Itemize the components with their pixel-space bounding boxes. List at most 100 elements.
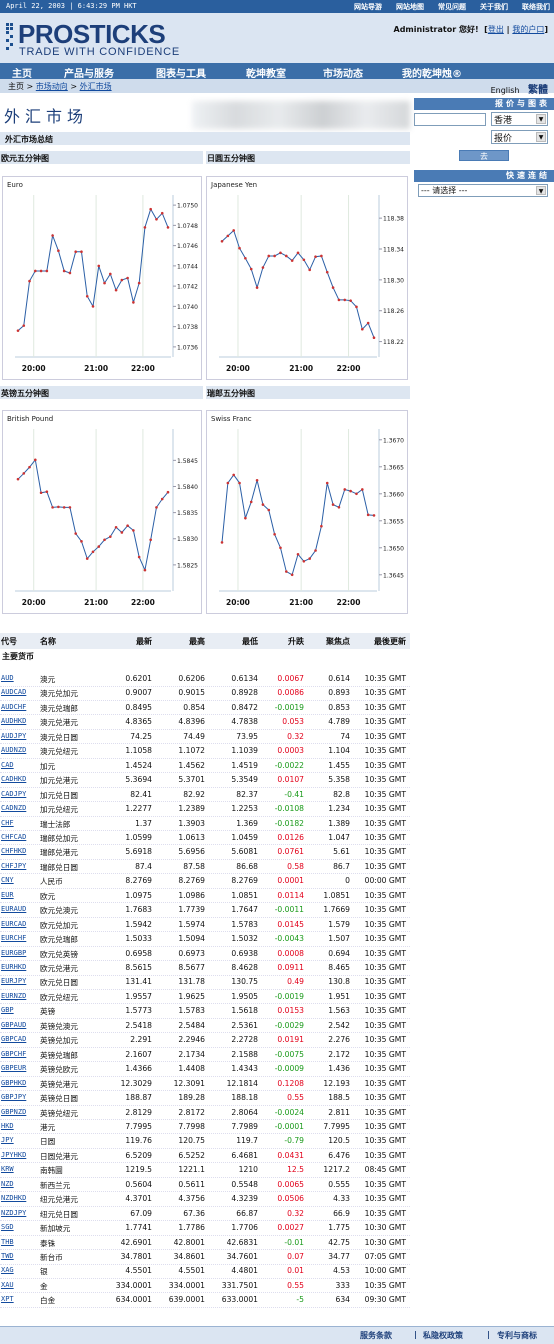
my-account-link[interactable]: 我的户口: [512, 25, 545, 34]
symbol-link[interactable]: JPY: [1, 1136, 14, 1145]
last-update: 10:35 GMT: [364, 688, 406, 698]
symbol-link[interactable]: CADJPY: [1, 789, 27, 798]
symbol-link[interactable]: AUDHKD: [1, 717, 27, 726]
footer-link[interactable]: 私隐权政策: [423, 1331, 463, 1340]
symbol-input[interactable]: [414, 113, 486, 126]
column-header[interactable]: 最後更新: [374, 637, 406, 646]
pivot: 4.33: [333, 1194, 350, 1204]
pivot: 1.047: [328, 832, 350, 842]
symbol-link[interactable]: CHF: [1, 818, 14, 827]
nav-item[interactable]: 我的乾坤烛®: [402, 69, 462, 80]
symbol-link[interactable]: CNY: [1, 876, 14, 885]
top-link[interactable]: 网站导游: [354, 3, 382, 11]
pivot: 1.563: [328, 1006, 350, 1016]
symbol-link[interactable]: GBPJPY: [1, 1093, 27, 1102]
symbol-link[interactable]: AUDJPY: [1, 731, 27, 740]
symbol-link[interactable]: AUDNZD: [1, 746, 27, 755]
last-price: 0.6201: [125, 674, 152, 683]
market-select[interactable]: 香港 ▼: [491, 112, 548, 126]
column-header[interactable]: 最低: [242, 637, 258, 646]
symbol-link[interactable]: GBPHKD: [1, 1078, 27, 1087]
low-price: 8.4628: [231, 963, 258, 972]
symbol-link[interactable]: EURNZD: [1, 991, 27, 1000]
column-header[interactable]: 最高: [189, 637, 205, 646]
symbol-link[interactable]: GBP: [1, 1006, 14, 1015]
breadcrumb-home[interactable]: 主页: [8, 82, 24, 91]
change: -0.79: [284, 1136, 304, 1146]
type-select[interactable]: 报价 ▼: [491, 130, 548, 144]
symbol-link[interactable]: AUDCHF: [1, 702, 27, 711]
breadcrumb-market[interactable]: 市场动向: [35, 82, 68, 91]
symbol-link[interactable]: CHFJPY: [1, 861, 27, 870]
top-link[interactable]: 关于我们: [480, 3, 508, 11]
symbol-link[interactable]: TWD: [1, 1252, 14, 1260]
symbol-link[interactable]: CAD: [1, 760, 14, 769]
symbol-link[interactable]: GBPAUD: [1, 1020, 27, 1029]
symbol-link[interactable]: KRW: [1, 1165, 14, 1174]
symbol-link[interactable]: GBPNZD: [1, 1107, 27, 1116]
footer-link[interactable]: 专利与商标: [497, 1331, 537, 1340]
top-link[interactable]: 常见问题: [438, 3, 466, 11]
symbol-link[interactable]: EURHKD: [1, 963, 27, 971]
chart-title-yen: 日圆五分钟图: [206, 151, 410, 164]
symbol-link[interactable]: CADNZD: [1, 804, 27, 813]
top-link[interactable]: 联络我们: [522, 3, 550, 11]
nav-item[interactable]: 产品与服务: [64, 69, 114, 80]
logout-link[interactable]: 登出: [487, 25, 504, 34]
english-link[interactable]: English: [490, 86, 520, 95]
column-header[interactable]: 最新: [136, 637, 152, 646]
symbol-link[interactable]: EUR: [1, 890, 14, 899]
symbol-link[interactable]: AUDCAD: [1, 688, 27, 697]
symbol-link[interactable]: NZD: [1, 1179, 14, 1188]
nav-item[interactable]: 图表与工具: [156, 69, 206, 80]
symbol-link[interactable]: XAG: [1, 1266, 14, 1275]
symbol-link[interactable]: JPYHKD: [1, 1150, 27, 1159]
symbol-link[interactable]: GBPEUR: [1, 1064, 27, 1073]
symbol-link[interactable]: CADHKD: [1, 775, 27, 784]
low-price: 5.3549: [231, 775, 258, 785]
column-header[interactable]: 代号: [1, 637, 17, 646]
pound-chart[interactable]: 20:00 21:00 22:00 1.5845 1.5840 1.5835 1.5830 1…: [2, 410, 202, 614]
footer-link[interactable]: 服务条款: [360, 1331, 392, 1340]
data-point: [45, 490, 49, 494]
symbol-link[interactable]: CHFHKD: [1, 847, 27, 856]
column-header[interactable]: 名称: [40, 637, 56, 646]
data-point: [45, 269, 49, 273]
last-price: 1.4524: [125, 760, 152, 770]
symbol-link[interactable]: EURJPY: [1, 977, 27, 986]
symbol-link[interactable]: XPT: [1, 1295, 14, 1304]
symbol-link[interactable]: NZDHKD: [1, 1194, 27, 1203]
currency-name: 新台币: [40, 1253, 63, 1262]
last-price: 188.87: [125, 1093, 152, 1103]
symbol-link[interactable]: SGD: [1, 1223, 14, 1232]
table-row: AUDNZD 澳元兑纽元 1.1058 1.1072 1.1039 0.0003 1.104…: [0, 744, 410, 759]
top-link[interactable]: 网站地图: [396, 3, 424, 11]
yen-chart[interactable]: 20:00 21:00 22:00 118.38 118.34 118.30 118.26 1…: [206, 176, 408, 380]
symbol-link[interactable]: EURAUD: [1, 905, 27, 914]
traditional-link[interactable]: 繁體: [528, 85, 548, 96]
symbol-link[interactable]: EURCAD: [1, 919, 27, 928]
nav-item[interactable]: 市场动态: [323, 69, 363, 80]
column-header[interactable]: 聚焦点: [326, 637, 350, 646]
symbol-link[interactable]: AUD: [1, 674, 14, 682]
symbol-link[interactable]: NZDJPY: [1, 1208, 27, 1217]
symbol-link[interactable]: GBPCHF: [1, 1049, 27, 1058]
nav-item[interactable]: 主页: [12, 69, 32, 80]
last-update: 10:35 GMT: [364, 1078, 406, 1088]
nav-item[interactable]: 乾坤教室: [246, 69, 286, 80]
go-button[interactable]: 去: [459, 150, 509, 161]
data-point: [249, 267, 253, 271]
symbol-link[interactable]: CHFCAD: [1, 832, 27, 841]
symbol-link[interactable]: EURCHF: [1, 934, 27, 943]
column-header[interactable]: 升跌: [288, 637, 304, 646]
breadcrumb-fx[interactable]: 外汇市场: [79, 82, 112, 91]
symbol-link[interactable]: XAU: [1, 1280, 14, 1289]
franc-chart[interactable]: 20:00 21:00 22:00 1.3670 1.3665 1.3660 1.3655 1…: [206, 410, 408, 614]
quick-links-select[interactable]: --- 请选择 --- ▼: [418, 184, 548, 197]
last-update: 10:35 GMT: [364, 1049, 406, 1059]
symbol-link[interactable]: HKD: [1, 1121, 14, 1130]
symbol-link[interactable]: GBPCAD: [1, 1035, 27, 1044]
symbol-link[interactable]: EURGBP: [1, 948, 27, 957]
euro-chart[interactable]: 20:00 21:00 22:00 1.0750 1.0748 1.0746 1.0744 1…: [2, 176, 202, 380]
symbol-link[interactable]: THB: [1, 1237, 14, 1246]
